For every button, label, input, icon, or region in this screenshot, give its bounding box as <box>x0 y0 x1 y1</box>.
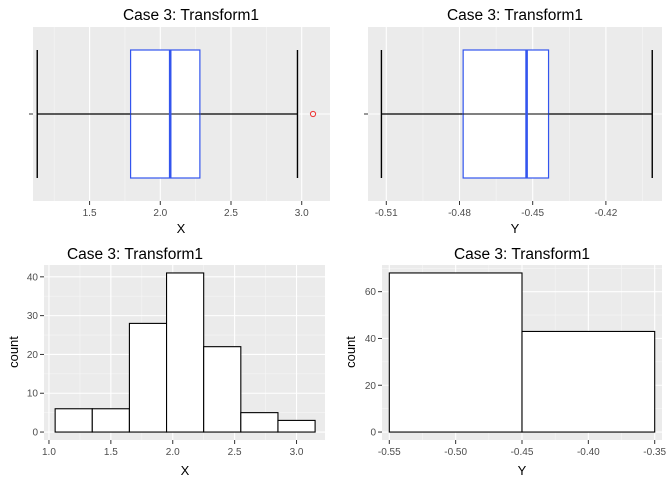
x-axis-label: Y <box>518 463 527 478</box>
y-tick-label: 10 <box>27 389 39 400</box>
x-tick-label: 1.5 <box>83 208 97 219</box>
x-tick-label: -0.48 <box>448 208 471 219</box>
x-tick-label: -0.55 <box>378 447 401 458</box>
chart-title: Case 3: Transform1 <box>447 7 583 24</box>
x-axis-label: Y <box>511 221 520 236</box>
panel-2: -0.51 -0.48 -0.45 -0.42 Y Case 3: Transform1 <box>364 7 662 236</box>
y-tick-label: 20 <box>27 350 39 361</box>
x-tick-label: 3.0 <box>295 208 309 219</box>
x-tick-label: 2.5 <box>228 447 242 458</box>
histogram-bar <box>388 272 523 433</box>
x-tick-label: -0.45 <box>511 447 534 458</box>
y-tick-label: 0 <box>370 428 376 439</box>
x-tick-label: 1.5 <box>104 447 118 458</box>
x-tick-label: -0.45 <box>521 208 544 219</box>
y-tick-label: 60 <box>365 287 377 298</box>
panel-3: 0 10 20 30 40 count 1.0 1.5 2.0 2.5 3.0 X Case 3: Tr… <box>6 246 325 478</box>
y-tick-label: 30 <box>27 311 39 322</box>
x-tick-label: -0.50 <box>444 447 467 458</box>
x-tick-label: -0.42 <box>594 208 617 219</box>
x-tick-label: -0.51 <box>375 208 398 219</box>
histogram-bar <box>128 322 168 433</box>
chart-title: Case 3: Transform1 <box>123 7 259 24</box>
histogram-bar <box>54 408 93 433</box>
panel-4: 0 20 40 60 count -0.55 -0.50 -0.45 -0.40 -0.35 Y Ca… <box>343 246 667 478</box>
outlier-point <box>309 110 317 118</box>
histogram-bar <box>240 412 279 433</box>
y-tick-label: 40 <box>27 272 39 283</box>
histogram-bar <box>203 346 242 433</box>
x-axis-label: X <box>181 463 190 478</box>
chart-title: Case 3: Transform1 <box>454 246 590 263</box>
y-axis-label: count <box>343 336 358 368</box>
x-tick-label: 3.0 <box>290 447 304 458</box>
x-tick-label: -0.35 <box>643 447 666 458</box>
x-tick-label: 1.0 <box>42 447 56 458</box>
y-tick-label: 40 <box>365 334 377 345</box>
y-tick-label: 20 <box>365 381 377 392</box>
x-tick-label: 2.0 <box>166 447 180 458</box>
panel-1: 1.5 2.0 2.5 3.0 X Case 3: Transform1 <box>29 7 330 236</box>
x-axis-label: X <box>177 221 186 236</box>
y-axis-label: count <box>6 336 21 368</box>
histogram-bar <box>521 330 656 433</box>
x-tick-label: -0.40 <box>577 447 600 458</box>
chart-title: Case 3: Transform1 <box>67 246 203 263</box>
x-tick-label: 2.0 <box>153 208 167 219</box>
y-tick-label: 0 <box>32 428 38 439</box>
histogram-bar <box>91 408 130 433</box>
histogram-bar <box>277 419 316 433</box>
histogram-bar <box>166 272 205 433</box>
x-tick-label: 2.5 <box>224 208 238 219</box>
